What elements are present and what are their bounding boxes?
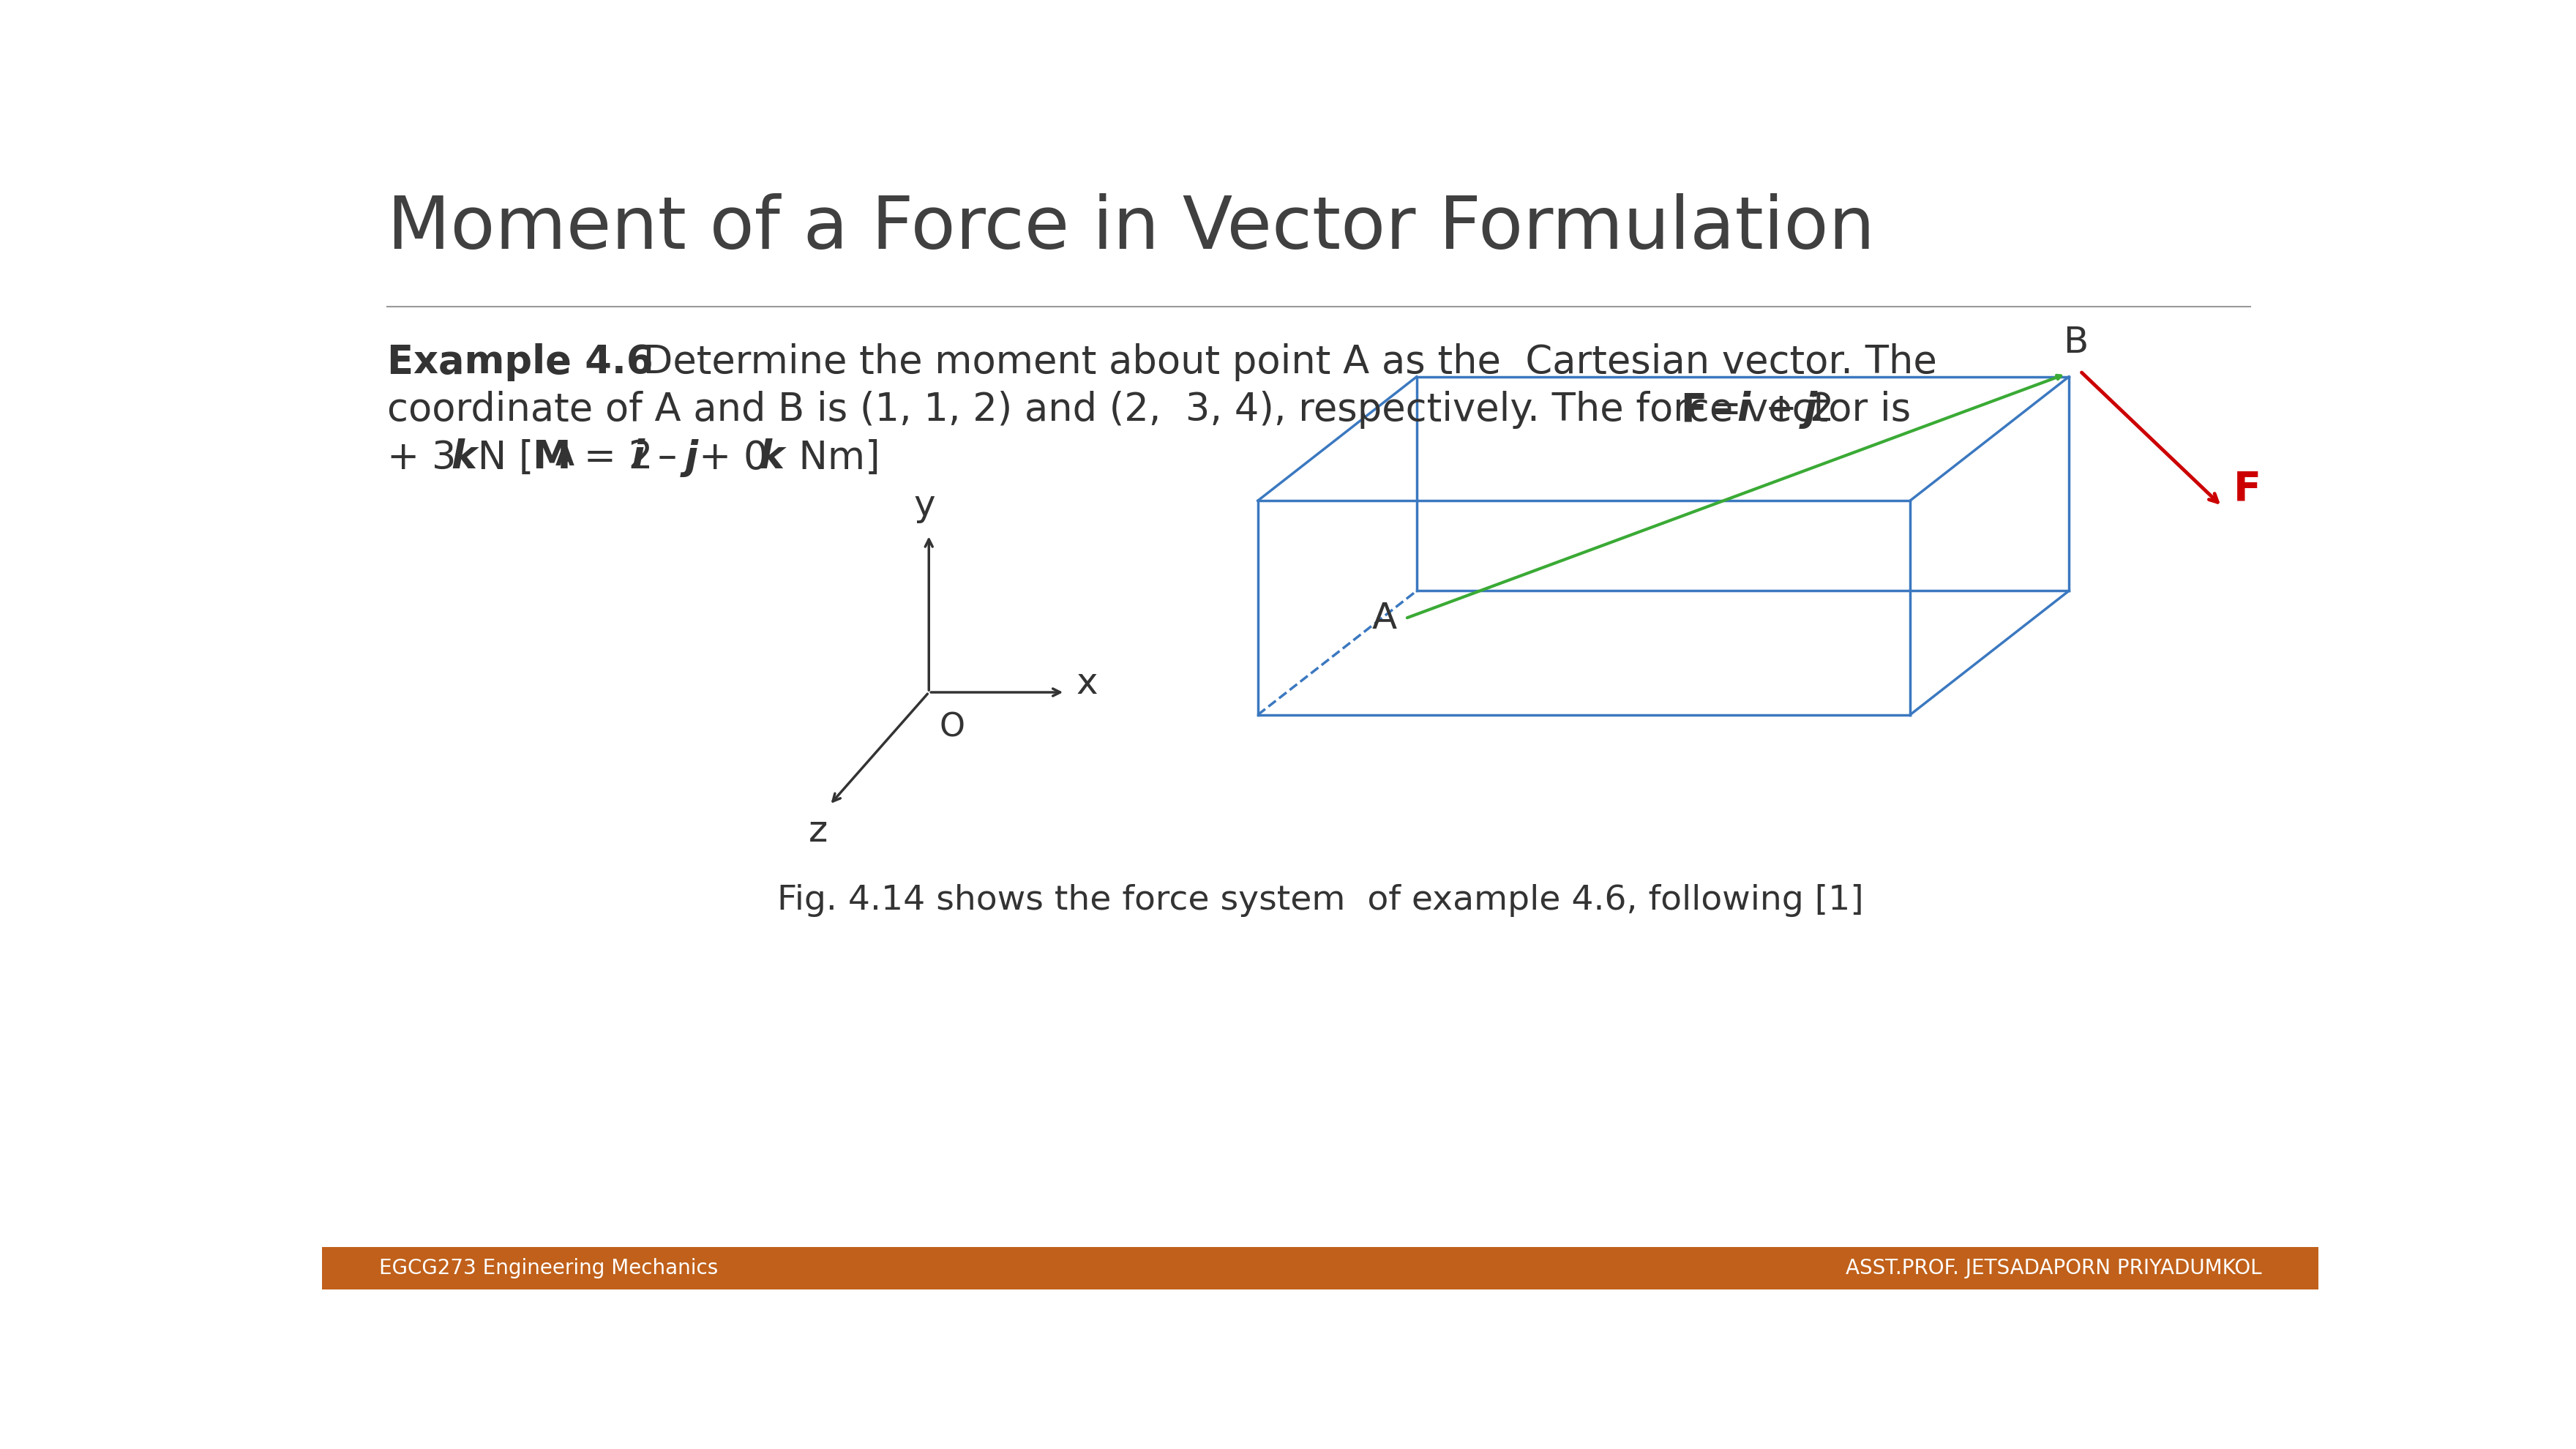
Text: Moment of a Force in Vector Formulation: Moment of a Force in Vector Formulation: [386, 193, 1875, 264]
Text: EGCG273 Engineering Mechanics: EGCG273 Engineering Mechanics: [379, 1258, 719, 1278]
Text: y: y: [914, 488, 935, 523]
Text: + 0: + 0: [698, 439, 768, 477]
Text: N [: N [: [466, 439, 533, 477]
Text: Nm]: Nm]: [773, 439, 881, 477]
Text: k: k: [760, 439, 786, 477]
Text: coordinate of A and B is (1, 1, 2) and (2,  3, 4), respectively. The force vecto: coordinate of A and B is (1, 1, 2) and (…: [386, 391, 1924, 429]
Text: A: A: [1370, 601, 1396, 636]
Text: A: A: [554, 446, 574, 471]
Text: =: =: [1698, 391, 1754, 429]
Text: O: O: [940, 711, 963, 743]
Text: Fig. 4.14 shows the force system  of example 4.6, following [1]: Fig. 4.14 shows the force system of exam…: [778, 884, 1862, 917]
Text: M: M: [533, 439, 572, 477]
Text: z: z: [809, 813, 827, 849]
Text: Determine the moment about point A as the  Cartesian vector. The: Determine the moment about point A as th…: [631, 343, 1937, 381]
Text: ASST.PROF. JETSADAPORN PRIYADUMKOL: ASST.PROF. JETSADAPORN PRIYADUMKOL: [1844, 1258, 2262, 1278]
Text: Example 4.6: Example 4.6: [386, 343, 654, 381]
Text: = 2: = 2: [572, 439, 652, 477]
Text: i: i: [1736, 391, 1749, 429]
Text: j: j: [685, 439, 698, 477]
Text: F: F: [1680, 391, 1708, 429]
Text: –: –: [644, 439, 690, 477]
Text: i: i: [631, 439, 644, 477]
Text: + 2: + 2: [1752, 391, 1834, 429]
Text: + 3: + 3: [386, 439, 456, 477]
Text: k: k: [451, 439, 477, 477]
Text: x: x: [1077, 667, 1097, 701]
Text: j: j: [1803, 391, 1816, 429]
Text: B: B: [2063, 325, 2089, 359]
Text: F: F: [2233, 469, 2262, 509]
FancyBboxPatch shape: [322, 1248, 2318, 1290]
